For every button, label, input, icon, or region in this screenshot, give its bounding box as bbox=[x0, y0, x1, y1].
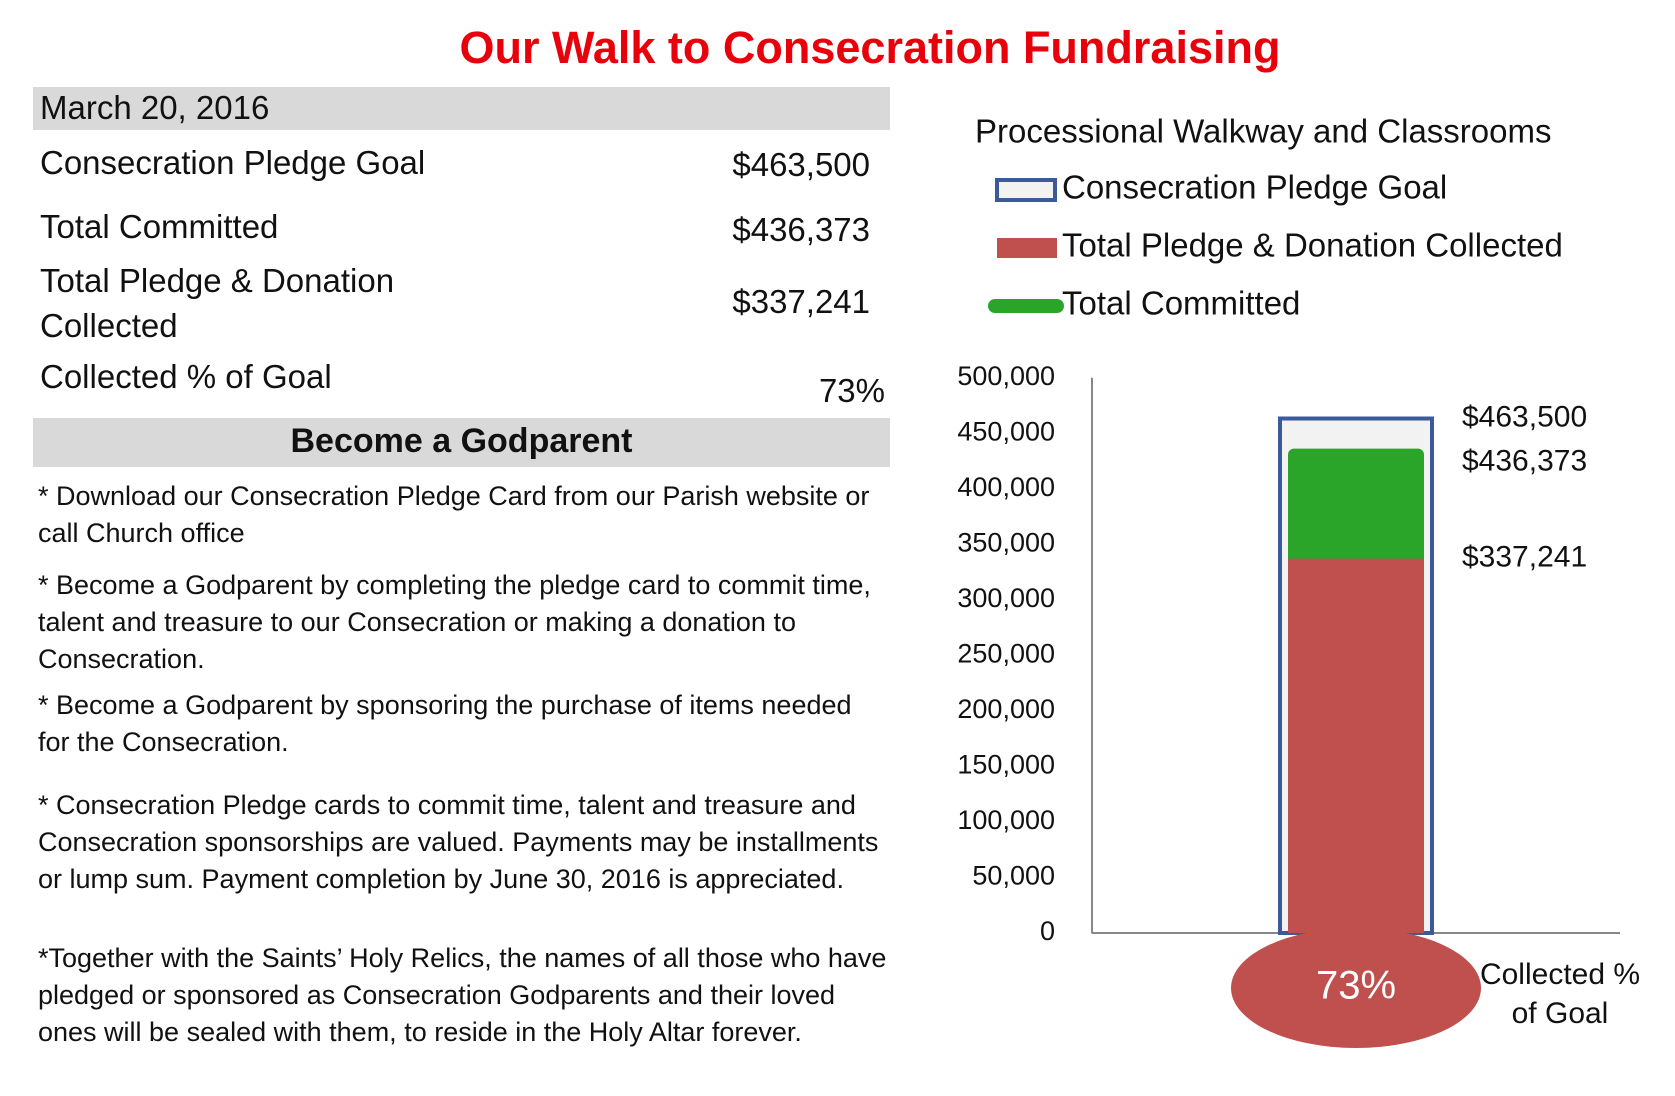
row-value: $436,373 bbox=[732, 211, 870, 248]
legend-marker bbox=[997, 238, 1057, 258]
page-title: Our Walk to Consecration Fundraising bbox=[459, 22, 1281, 73]
y-tick-label: 350,000 bbox=[957, 528, 1055, 558]
row-value: $337,241 bbox=[732, 283, 870, 320]
date: March 20, 2016 bbox=[40, 89, 270, 126]
row-value: $463,500 bbox=[732, 146, 870, 183]
y-tick-label: 500,000 bbox=[957, 361, 1055, 391]
legend-label: Consecration Pledge Goal bbox=[1062, 169, 1447, 206]
section-heading: Become a Godparent bbox=[290, 422, 633, 460]
y-tick-label: 300,000 bbox=[957, 583, 1055, 613]
bar bbox=[1288, 558, 1424, 933]
row-label: Total Committed bbox=[40, 208, 279, 245]
row-label: Total Pledge & Donation Collected bbox=[40, 262, 395, 344]
paragraph: * Become a Godparent by sponsoring the p… bbox=[38, 690, 852, 757]
y-tick-label: 250,000 bbox=[957, 639, 1055, 669]
row-label: Consecration Pledge Goal bbox=[40, 144, 426, 181]
date-bar bbox=[33, 87, 890, 130]
legend-label: Total Pledge & Donation Collected bbox=[1062, 227, 1563, 264]
value-label: $337,241 bbox=[1462, 541, 1587, 574]
paragraph: *Together with the Saints’ Holy Relics, … bbox=[38, 943, 887, 1047]
y-tick-label: 450,000 bbox=[957, 417, 1055, 447]
y-tick-label: 50,000 bbox=[972, 861, 1055, 891]
y-tick-label: 200,000 bbox=[957, 694, 1055, 724]
row-value: 73% bbox=[818, 372, 885, 409]
chart-title: Processional Walkway and Classrooms bbox=[975, 113, 1552, 150]
bulb-caption: Collected % of Goal bbox=[1479, 958, 1641, 1030]
bulb-label: 73% bbox=[1316, 964, 1396, 1008]
section-bar bbox=[33, 418, 890, 467]
y-tick-label: 0 bbox=[1040, 916, 1055, 946]
bulb bbox=[1231, 928, 1481, 1048]
paragraph: * Download our Consecration Pledge Card … bbox=[38, 481, 870, 548]
row-label: Collected % of Goal bbox=[40, 358, 332, 395]
legend-label: Total Committed bbox=[1062, 285, 1300, 322]
y-tick-label: 150,000 bbox=[957, 750, 1055, 780]
paragraph: * Consecration Pledge cards to commit ti… bbox=[38, 790, 879, 894]
legend-marker bbox=[995, 178, 1057, 202]
value-label: $436,373 bbox=[1462, 445, 1587, 478]
y-tick-label: 100,000 bbox=[957, 805, 1055, 835]
value-label: $463,500 bbox=[1462, 400, 1587, 433]
paragraph: * Become a Godparent by completing the p… bbox=[38, 570, 871, 674]
y-tick-label: 400,000 bbox=[957, 472, 1055, 502]
